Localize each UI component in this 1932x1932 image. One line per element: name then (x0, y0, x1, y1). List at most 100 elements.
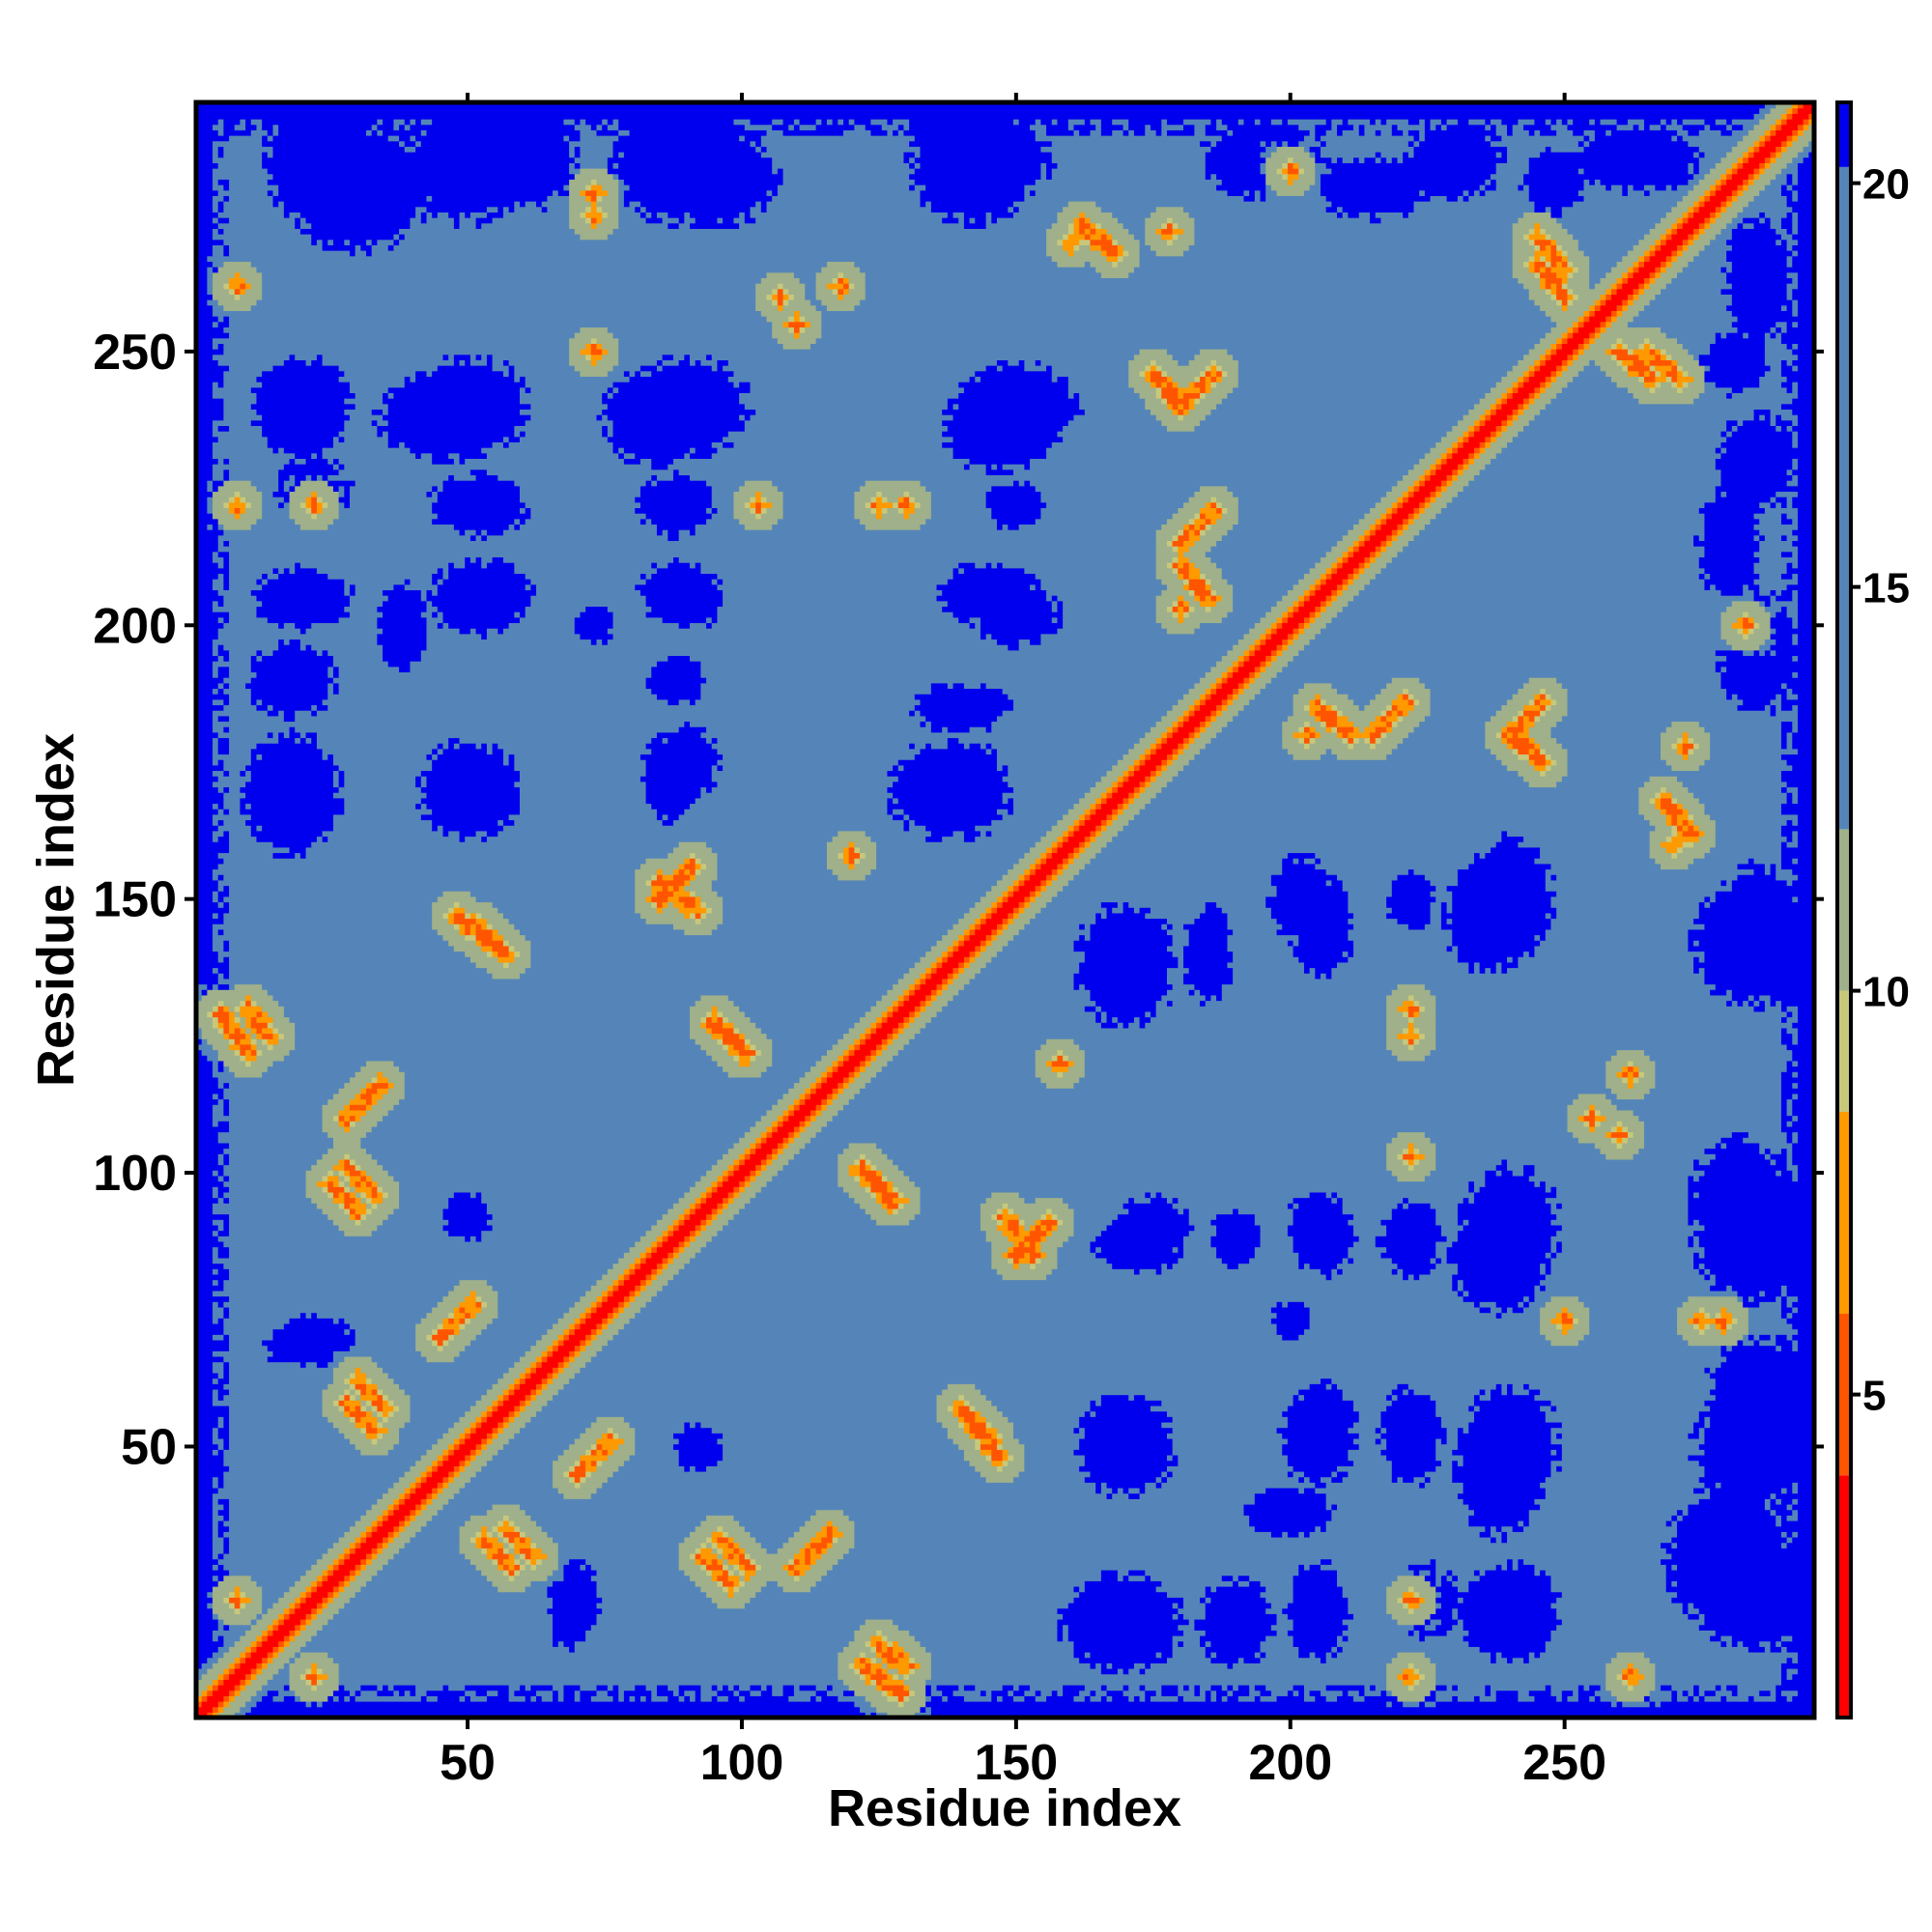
heatmap-cell-run (947, 978, 954, 985)
heatmap-cell-run (1348, 1602, 1387, 1609)
heatmap-cell-run (1698, 1263, 1706, 1269)
heatmap-cell-run (1178, 1640, 1184, 1647)
heatmap-cell-run (1495, 967, 1502, 974)
heatmap-cell-run (1386, 1690, 1393, 1696)
heatmap-cell-run (727, 1695, 740, 1702)
heatmap-cell-run (1167, 1476, 1299, 1483)
heatmap-cell-run (299, 1624, 307, 1631)
heatmap-cell-run (854, 1022, 871, 1029)
heatmap-cell-run (530, 1695, 537, 1702)
heatmap-cell-run (887, 1006, 894, 1012)
heatmap-cell-run (278, 1646, 285, 1653)
heatmap-cell-run (1682, 1334, 1744, 1341)
heatmap-cell-run (442, 1208, 488, 1215)
heatmap-cell-run (1661, 1684, 1672, 1691)
heatmap-cell-run (739, 1569, 746, 1577)
heatmap-cell-run (1293, 1591, 1344, 1598)
heatmap-cell-run (838, 1651, 861, 1659)
heatmap-cell-run (497, 1290, 586, 1297)
heatmap-cell-run (711, 1180, 719, 1187)
heatmap-cell-run (678, 1558, 696, 1565)
heatmap-cell-run (897, 1624, 1059, 1631)
heatmap-cell-run (410, 1520, 428, 1527)
heatmap-cell-run (1655, 1076, 1782, 1084)
heatmap-cell-run (196, 1334, 213, 1341)
heatmap-cell-run (1013, 1454, 1025, 1462)
heatmap-cell-run (1095, 1236, 1184, 1242)
heatmap-cell-run (1473, 1416, 1547, 1423)
heatmap-cell-run (525, 1405, 543, 1412)
heatmap-cell-run (1605, 1662, 1629, 1669)
heatmap-cell-run (580, 1454, 609, 1462)
heatmap-cell-run (1605, 1667, 1623, 1675)
heatmap-cell-run (1759, 1334, 1772, 1341)
heatmap-cell-run (223, 1197, 230, 1204)
heatmap-cell-run (1172, 1634, 1201, 1642)
heatmap-cell-run (404, 1388, 488, 1396)
heatmap-cell-run (502, 1558, 515, 1565)
heatmap-cell-run (903, 1651, 910, 1659)
heatmap-cell-run (1463, 1224, 1563, 1232)
heatmap-cell-run (887, 1662, 910, 1669)
heatmap-cell-run (854, 1049, 871, 1056)
heatmap-cell-run (695, 1548, 701, 1554)
heatmap-cell-run (1786, 1334, 1793, 1341)
heatmap-cell-run (262, 1607, 269, 1614)
heatmap-cell-run (723, 1585, 729, 1593)
heatmap-cell-run (1605, 1684, 1629, 1691)
heatmap-cell-run (865, 1657, 871, 1663)
heatmap-cell-run (760, 1690, 773, 1696)
heatmap-cell-run (838, 1525, 855, 1532)
heatmap-cell-run (278, 1640, 285, 1647)
heatmap-cell-run (1178, 1460, 1289, 1466)
heatmap-cell-run (223, 1706, 242, 1713)
heatmap-cell-run (229, 1498, 378, 1505)
heatmap-cell-run (217, 1433, 230, 1439)
heatmap-cell-run (547, 1372, 554, 1379)
heatmap-cell-run (980, 1443, 998, 1450)
heatmap-cell-run (1287, 1690, 1294, 1696)
heatmap-cell-run (1737, 1640, 1744, 1647)
heatmap-cell-run (909, 1657, 916, 1663)
heatmap-cell-run (590, 1328, 598, 1335)
heatmap-cell-run (706, 1591, 729, 1598)
heatmap-cell-run (1610, 1098, 1782, 1105)
heatmap-cell-run (267, 1065, 361, 1072)
heatmap-cell-run (469, 1421, 477, 1429)
heatmap-cell-run (848, 1548, 1667, 1554)
heatmap-cell-run (1046, 1208, 1053, 1215)
heatmap-cell-run (1780, 1027, 1788, 1035)
heatmap-cell-run (305, 1624, 324, 1631)
heatmap-cell-run (1397, 1575, 1426, 1581)
heatmap-cell-run (1797, 1690, 1815, 1696)
heatmap-cell-run (530, 1558, 537, 1565)
heatmap-cell-run (399, 1203, 449, 1209)
heatmap-cell-run (623, 1252, 641, 1259)
heatmap-cell-run (1194, 1690, 1201, 1696)
heatmap-cell-run (810, 1515, 850, 1521)
heatmap-cell-run (690, 1208, 696, 1215)
heatmap-cell-run (322, 1667, 340, 1675)
heatmap-cell-run (914, 983, 922, 990)
heatmap-cell-run (1155, 1010, 1387, 1018)
heatmap-cell-run (1485, 1525, 1492, 1532)
heatmap-cell-run (223, 1624, 230, 1631)
heatmap-cell-run (569, 1443, 592, 1450)
heatmap-cell-run (1704, 1465, 1815, 1472)
heatmap-cell-run (289, 1318, 334, 1324)
heatmap-cell-run (1633, 1082, 1656, 1089)
heatmap-cell-run (727, 1043, 735, 1051)
heatmap-cell-run (838, 1180, 861, 1187)
heatmap-cell-run (217, 1065, 224, 1072)
heatmap-cell-run (723, 1043, 729, 1051)
heatmap-cell-run (750, 1016, 861, 1023)
heatmap-cell-run (717, 1038, 724, 1045)
heatmap-cell-run (289, 1016, 691, 1023)
heatmap-cell-run (1008, 1208, 1014, 1215)
heatmap-cell-run (355, 1394, 361, 1401)
heatmap-cell-run (1407, 1203, 1432, 1209)
heatmap-cell-run (1780, 1093, 1793, 1100)
heatmap-cell-run (196, 1443, 219, 1450)
heatmap-cell-run (1550, 1580, 1667, 1587)
heatmap-cell-run (1293, 1208, 1344, 1215)
